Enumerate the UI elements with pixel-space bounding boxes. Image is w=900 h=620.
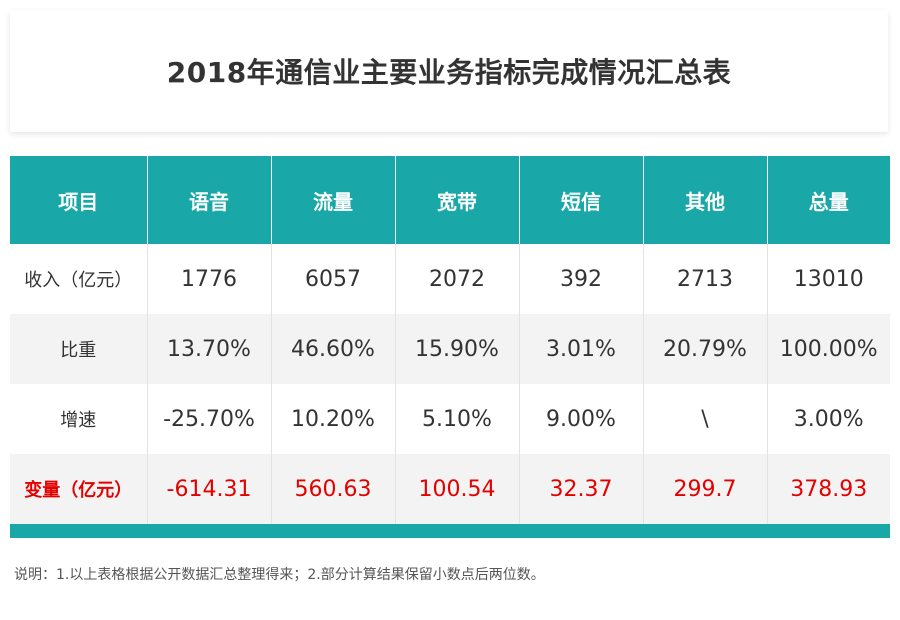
table-cell: 46.60% <box>271 314 396 384</box>
table-cell: 378.93 <box>790 476 868 502</box>
row-label: 增速 <box>10 384 148 454</box>
table-footer-bar <box>10 524 890 538</box>
table-cell: 2713 <box>643 244 768 314</box>
table-cell: 10.20% <box>271 384 396 454</box>
summary-table: 项目 语音 流量 宽带 短信 其他 总量 收入（亿元） 1776 6057 20… <box>10 156 890 524</box>
table-cell: 9.00% <box>519 384 644 454</box>
table-cell: 100.00% <box>779 336 878 362</box>
row-label: 变量（亿元） <box>10 454 148 524</box>
table-cell: 2072 <box>395 244 520 314</box>
table-cell: 5.10% <box>395 384 520 454</box>
table-cell: 560.63 <box>271 454 396 524</box>
header-item: 项目 <box>10 156 148 244</box>
header-total: 总量 <box>766 156 890 244</box>
table-cell: 15.90% <box>395 314 520 384</box>
table-cell: 6057 <box>271 244 396 314</box>
header-traffic: 流量 <box>270 156 396 244</box>
table-cell: \ <box>643 384 768 454</box>
table-row-revenue: 收入（亿元） 1776 6057 2072 392 2713 13010 <box>10 244 890 314</box>
page-title: 2018年通信业主要业务指标完成情况汇总表 <box>166 56 732 89</box>
table-cell: 100.54 <box>395 454 520 524</box>
row-label: 收入（亿元） <box>10 244 148 314</box>
table-cell: 299.7 <box>643 454 768 524</box>
table-cell: 32.37 <box>519 454 644 524</box>
table-cell: -614.31 <box>147 454 272 524</box>
table-cell: 3.01% <box>519 314 644 384</box>
header-broadband: 宽带 <box>394 156 520 244</box>
table-cell: -25.70% <box>147 384 272 454</box>
header-sms: 短信 <box>518 156 644 244</box>
table-cell: 3.00% <box>793 406 864 432</box>
header-voice: 语音 <box>146 156 272 244</box>
table-cell: 13.70% <box>147 314 272 384</box>
table-header-row: 项目 语音 流量 宽带 短信 其他 总量 <box>10 156 890 244</box>
table-cell: 1776 <box>147 244 272 314</box>
table-row-share: 比重 13.70% 46.60% 15.90% 3.01% 20.79% 100… <box>10 314 890 384</box>
table-cell: 392 <box>519 244 644 314</box>
table-row-change: 变量（亿元） -614.31 560.63 100.54 32.37 299.7… <box>10 454 890 524</box>
row-label: 比重 <box>10 314 148 384</box>
table-cell: 20.79% <box>643 314 768 384</box>
header-other: 其他 <box>642 156 768 244</box>
table-row-growth: 增速 -25.70% 10.20% 5.10% 9.00% \ 3.00% <box>10 384 890 454</box>
title-card: 2018年通信业主要业务指标完成情况汇总表 <box>10 10 888 132</box>
footnote: 说明：1.以上表格根据公开数据汇总整理得来；2.部分计算结果保留小数点后两位数。 <box>14 567 545 583</box>
table-cell: 13010 <box>793 266 864 292</box>
